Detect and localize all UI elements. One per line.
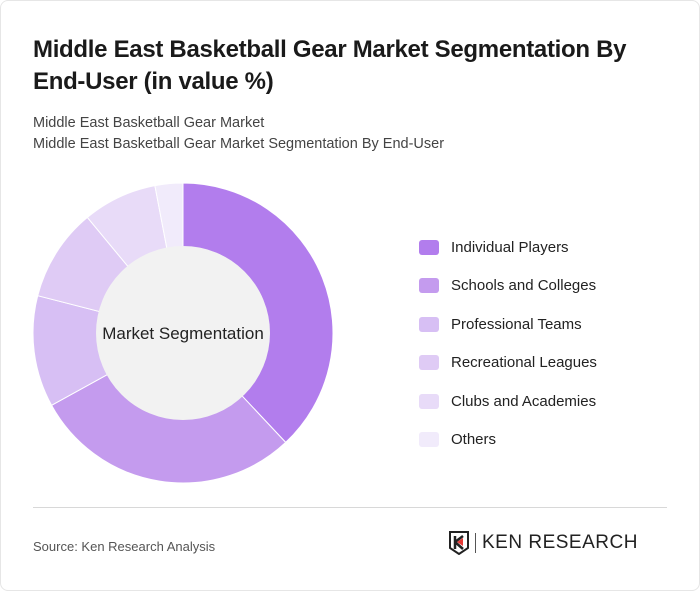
- center-label: Market Segmentation: [102, 324, 264, 343]
- legend-swatch: [419, 355, 439, 371]
- legend-swatch: [419, 278, 439, 294]
- legend-label: Professional Teams: [451, 315, 582, 333]
- legend-item: Schools and Colleges: [419, 267, 597, 306]
- legend-label: Recreational Leagues: [451, 354, 597, 372]
- legend-swatch: [419, 393, 439, 409]
- chart-subtitle-2: Middle East Basketball Gear Market Segme…: [33, 136, 445, 152]
- logo-text: KEN RESEARCH: [475, 533, 638, 553]
- donut-hole: [96, 246, 270, 420]
- ken-research-logo: KEN RESEARCH: [449, 531, 638, 555]
- legend: Individual Players Schools and Colleges Pr…: [419, 228, 597, 459]
- legend-item: Clubs and Academies: [419, 382, 597, 421]
- legend-label: Clubs and Academies: [451, 392, 597, 410]
- legend-item: Individual Players: [419, 228, 597, 267]
- legend-item: Others: [419, 421, 597, 460]
- legend-item: Recreational Leagues: [419, 344, 597, 383]
- legend-label: Others: [451, 431, 497, 449]
- donut-chart: Market Segmentation: [32, 182, 334, 484]
- legend-swatch: [419, 432, 439, 448]
- source-note: Source: Ken Research Analysis: [33, 539, 216, 554]
- legend-item: Professional Teams: [419, 305, 597, 344]
- ken-logo-icon: [449, 531, 469, 555]
- legend-label: Individual Players: [451, 238, 569, 256]
- divider: [33, 507, 667, 508]
- chart-subtitle: Middle East Basketball Gear Market: [33, 115, 265, 131]
- legend-swatch: [419, 316, 439, 332]
- legend-swatch: [419, 239, 439, 255]
- legend-label: Schools and Colleges: [451, 277, 597, 295]
- chart-title: Middle East Basketball Gear Market Segme…: [33, 36, 627, 95]
